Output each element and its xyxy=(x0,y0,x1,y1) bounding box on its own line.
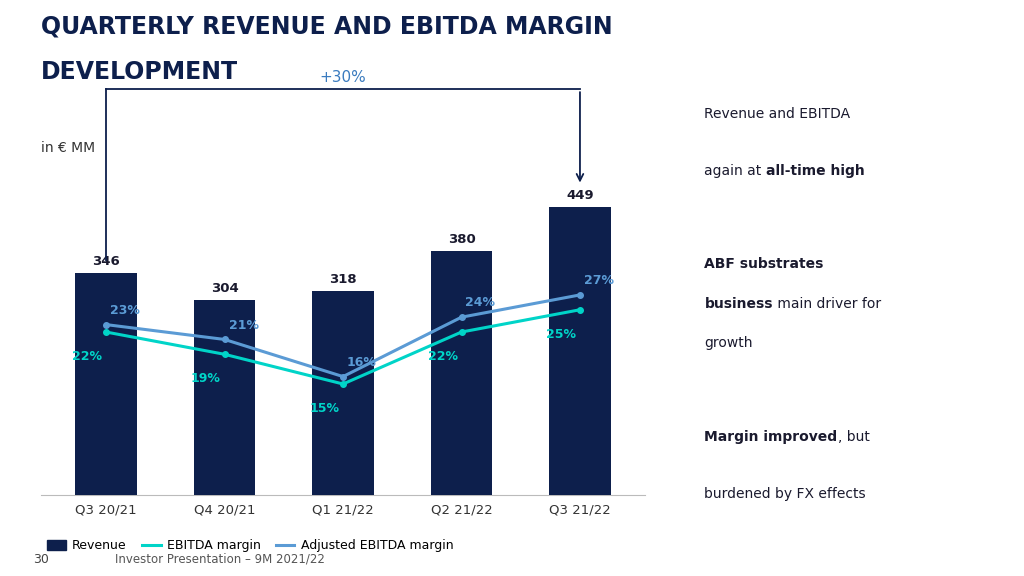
Text: AT&S: AT&S xyxy=(67,551,99,562)
Text: 25%: 25% xyxy=(546,328,577,341)
Text: Margin improved: Margin improved xyxy=(705,430,838,444)
Text: 22%: 22% xyxy=(428,350,458,363)
Text: +30%: +30% xyxy=(319,70,367,85)
Text: 24%: 24% xyxy=(466,297,496,309)
Text: again at: again at xyxy=(705,164,766,178)
Bar xyxy=(194,300,255,495)
Bar xyxy=(549,207,610,495)
Bar xyxy=(76,273,137,495)
Text: business: business xyxy=(705,297,773,311)
Text: 23%: 23% xyxy=(111,304,140,317)
Bar xyxy=(431,251,493,495)
Text: 15%: 15% xyxy=(309,402,339,415)
Text: DEVELOPMENT: DEVELOPMENT xyxy=(41,60,239,85)
Text: 380: 380 xyxy=(447,233,475,246)
Text: QUARTERLY REVENUE AND EBITDA MARGIN: QUARTERLY REVENUE AND EBITDA MARGIN xyxy=(41,14,612,39)
Text: 16%: 16% xyxy=(347,356,377,369)
Text: main driver for: main driver for xyxy=(773,297,881,311)
Text: 318: 318 xyxy=(330,273,356,286)
Text: 22%: 22% xyxy=(72,350,102,363)
Text: 19%: 19% xyxy=(190,372,220,385)
Text: 346: 346 xyxy=(92,255,120,268)
Text: burdened by FX effects: burdened by FX effects xyxy=(705,487,866,501)
Legend: Revenue, EBITDA margin, Adjusted EBITDA margin: Revenue, EBITDA margin, Adjusted EBITDA … xyxy=(47,540,454,552)
Text: all-time high: all-time high xyxy=(766,164,865,178)
Text: 27%: 27% xyxy=(584,274,614,287)
Text: , but: , but xyxy=(838,430,869,444)
Text: 449: 449 xyxy=(566,189,594,202)
Text: Revenue and EBITDA: Revenue and EBITDA xyxy=(705,107,851,121)
Text: Investor Presentation – 9M 2021/22: Investor Presentation – 9M 2021/22 xyxy=(115,552,325,566)
Text: growth: growth xyxy=(705,336,753,350)
Text: 304: 304 xyxy=(211,282,239,295)
Bar xyxy=(312,291,374,495)
Text: ABF substrates: ABF substrates xyxy=(705,257,824,271)
Text: 21%: 21% xyxy=(228,319,258,332)
Text: in € MM: in € MM xyxy=(41,141,95,155)
Text: 30: 30 xyxy=(33,552,49,566)
